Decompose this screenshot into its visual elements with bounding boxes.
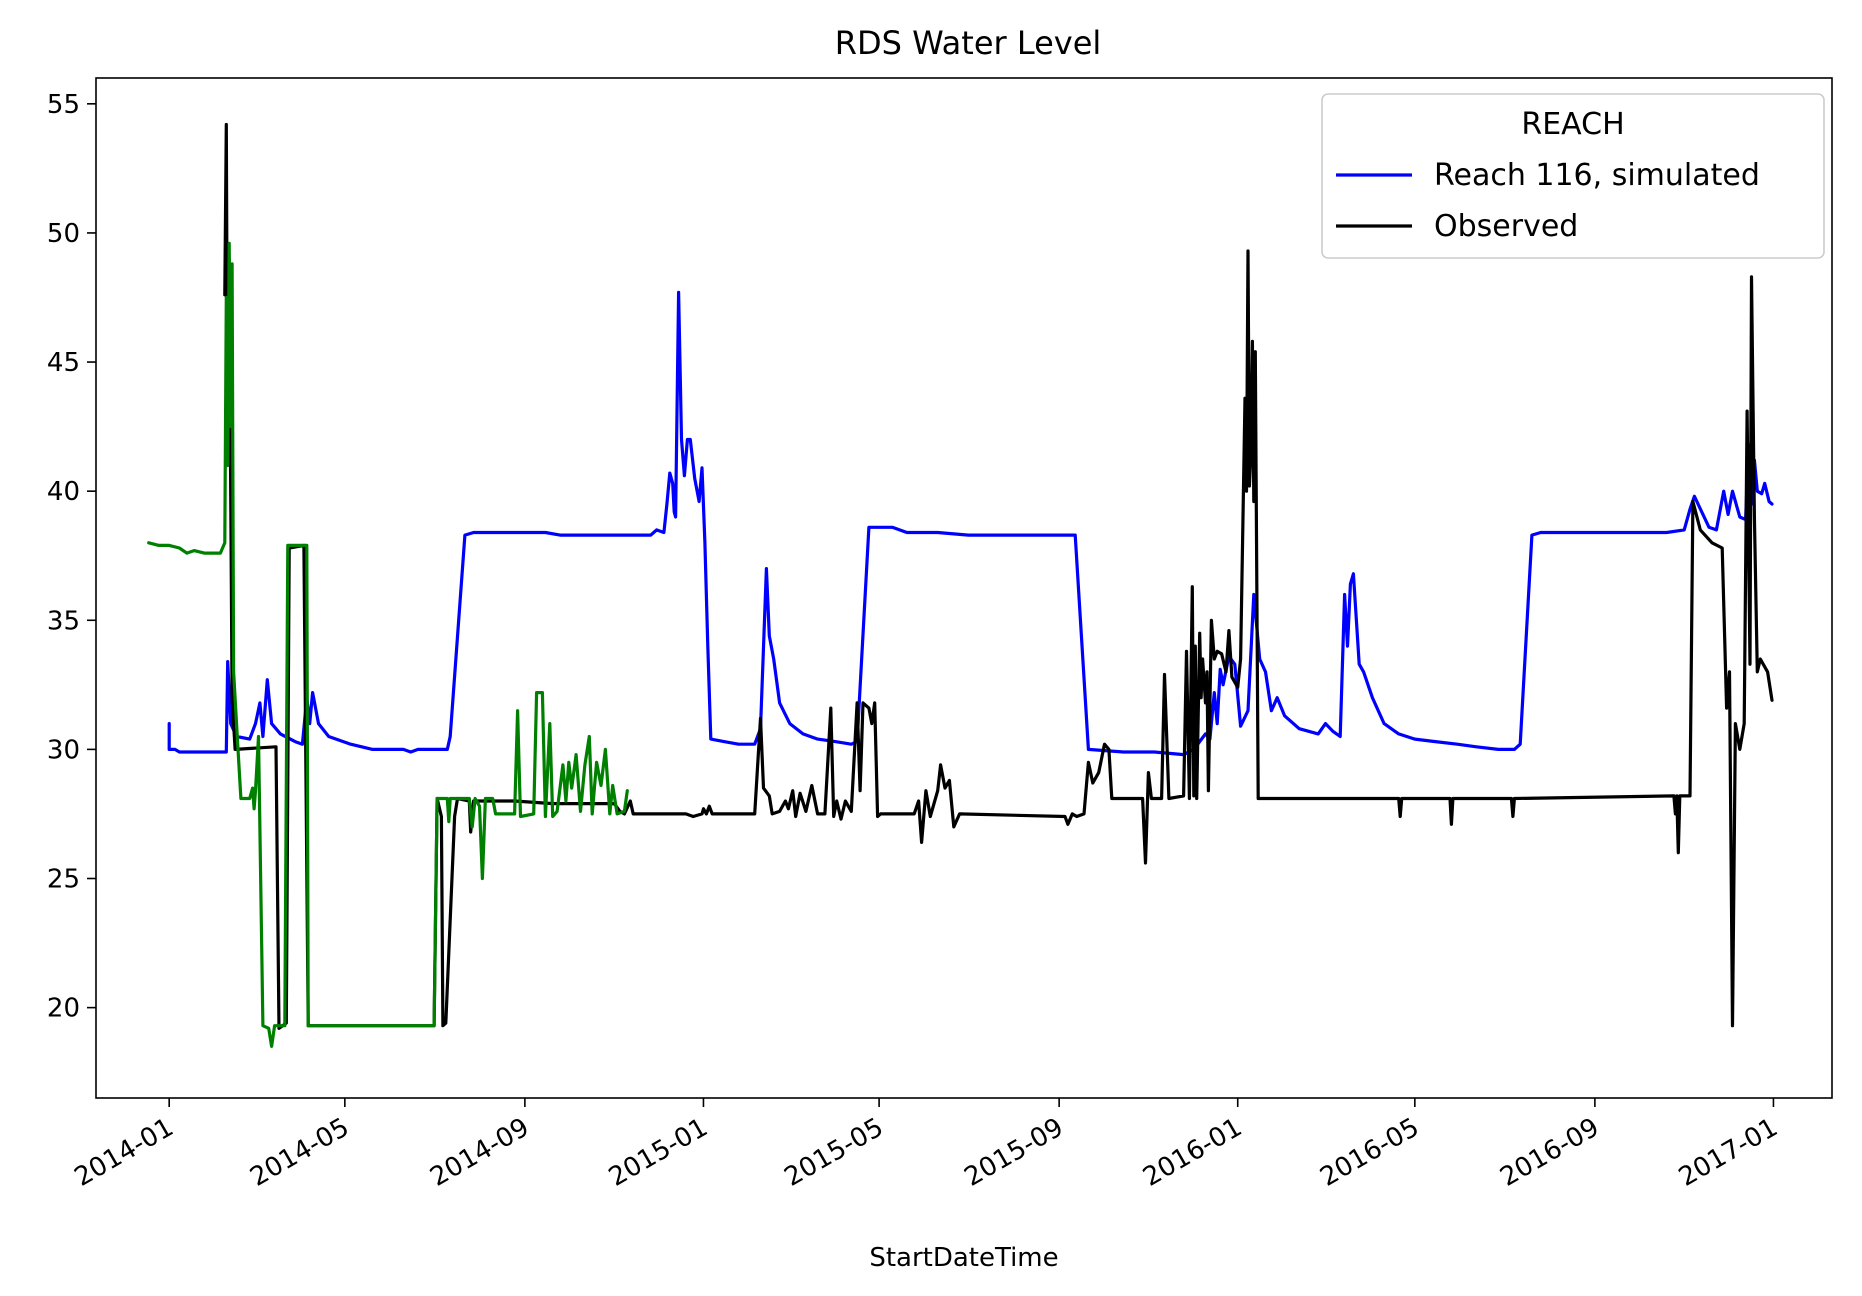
y-tick-label: 45	[47, 348, 80, 378]
x-axis-label: StartDateTime	[869, 1243, 1058, 1273]
legend: REACH Reach 116, simulated Observed	[1321, 93, 1825, 259]
y-tick-label: 20	[47, 994, 80, 1024]
y-axis: 20 25 30 35 40 45 50 55	[47, 90, 96, 1024]
legend-label-simulated: Reach 116, simulated	[1434, 158, 1760, 193]
y-tick-label: 55	[47, 90, 80, 120]
legend-frame	[1321, 93, 1825, 259]
series-line-unlabeled-2	[147, 241, 629, 1048]
plot-frame	[95, 77, 1833, 1099]
series-layer	[147, 122, 1774, 1048]
y-tick-label: 25	[47, 865, 80, 895]
chart-title: RDS Water Level	[835, 24, 1102, 62]
series-line-observed	[223, 122, 1774, 1030]
legend-title: REACH	[1521, 107, 1624, 142]
y-tick-label: 30	[47, 735, 80, 765]
series-line-reach-116-simulated	[167, 290, 1774, 757]
y-tick-label: 35	[47, 606, 80, 636]
y-tick-label: 50	[47, 219, 80, 249]
y-tick-label: 40	[47, 477, 80, 507]
legend-label-observed: Observed	[1434, 209, 1578, 244]
